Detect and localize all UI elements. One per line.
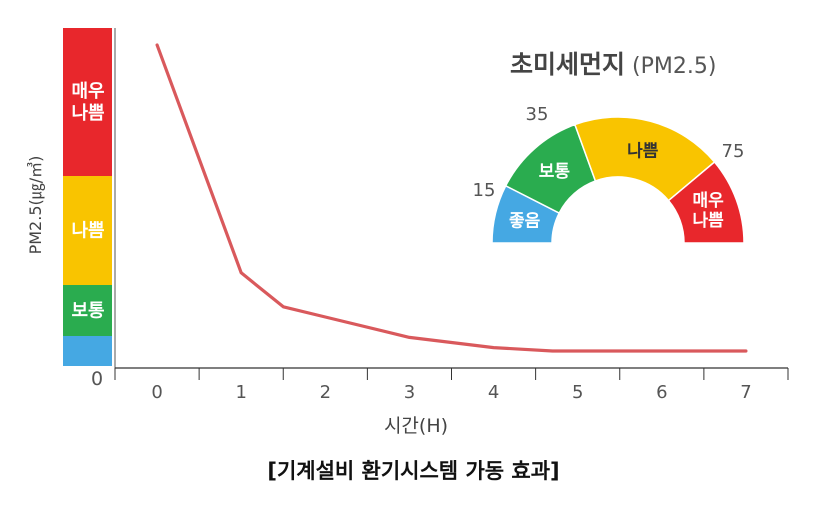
gauge-threshold-75: 75 — [722, 141, 745, 162]
gauge-threshold-15: 15 — [473, 180, 496, 201]
band-0 — [63, 28, 112, 176]
gauge-segments — [491, 116, 745, 244]
band-label-2: 보통 — [71, 301, 104, 322]
gauge-segment-label-3: 매우 나쁨 — [693, 191, 725, 231]
gauge-segment-label-1: 보통 — [539, 162, 571, 182]
x-tick-label-6: 6 — [656, 382, 667, 403]
x-tick-labels: 0 1 2 3 4 5 6 7 — [151, 382, 751, 403]
x-tick-label-7: 7 — [740, 382, 751, 403]
gauge-title-sub: (PM2.5) — [632, 54, 716, 79]
band-1 — [63, 176, 112, 285]
x-tick-label-1: 1 — [235, 382, 246, 403]
band-bar — [63, 28, 112, 366]
x-tick-label-5: 5 — [572, 382, 583, 403]
x-ticks — [114, 368, 789, 380]
series-line — [155, 43, 748, 353]
x-tick-label-0: 0 — [151, 382, 162, 403]
band-label-0: 매우 나쁨 — [71, 81, 104, 124]
y-axis-label: PM2.5(㎍/㎥) — [26, 156, 45, 255]
gauge-segment-label-2: 나쁨 — [627, 141, 659, 161]
gauge-segment-3 — [667, 160, 745, 244]
y-zero-label: 0 — [91, 368, 103, 390]
band-3 — [63, 336, 112, 366]
gauge-segment-2 — [573, 116, 716, 202]
x-tick-label-3: 3 — [404, 382, 415, 403]
x-tick-label-4: 4 — [488, 382, 499, 403]
band-2 — [63, 285, 112, 336]
band-label-1: 나쁨 — [71, 221, 104, 242]
figure-caption: [기계설비 환기시스템 가동 효과] — [267, 459, 560, 483]
gauge-title-main: 초미세먼지 — [510, 50, 625, 79]
x-axis-label: 시간(H) — [384, 415, 448, 437]
gauge-threshold-35: 35 — [526, 104, 549, 125]
gauge-segment-label-0: 좋음 — [509, 212, 541, 232]
x-tick-label-2: 2 — [320, 382, 331, 403]
